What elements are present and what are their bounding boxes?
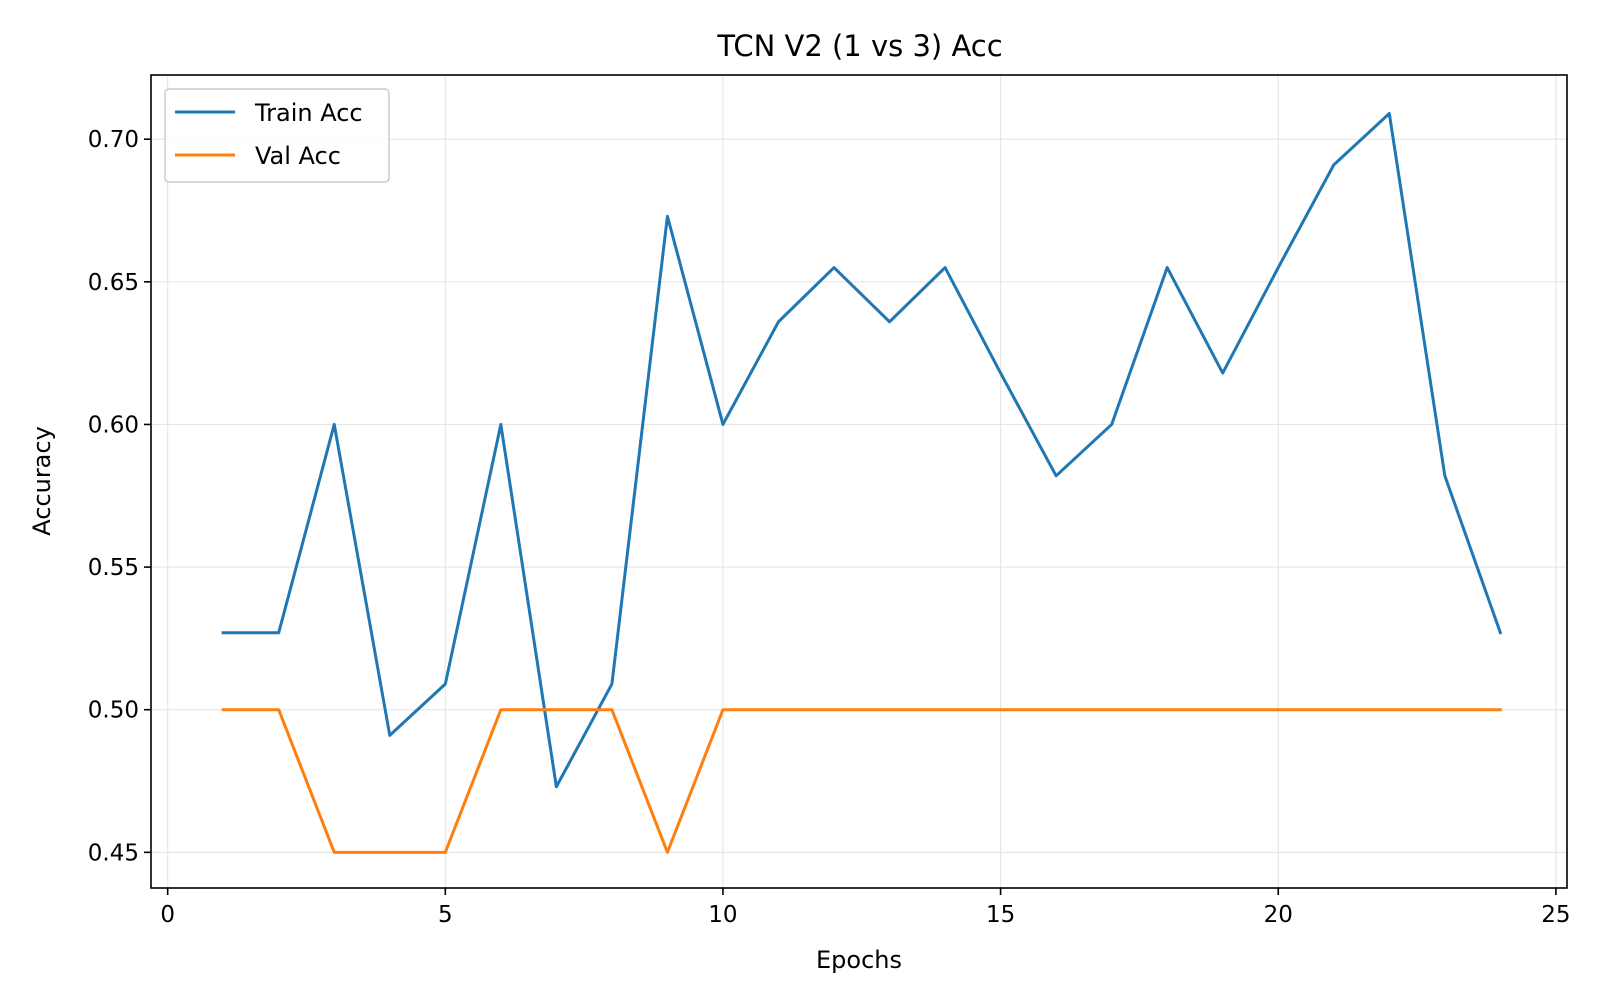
y-tick-label: 0.70 [88,127,139,153]
x-axis-label: Epochs [816,946,902,974]
y-tick-label: 0.60 [88,412,139,438]
x-tick-label: 15 [986,902,1015,928]
x-tick-label: 25 [1541,902,1570,928]
legend-label-val-acc: Val Acc [255,142,341,170]
y-tick-label: 0.45 [88,840,139,866]
y-tick-label: 0.65 [88,270,139,296]
legend-label-train-acc: Train Acc [254,99,363,127]
plot-frame [150,74,1568,889]
series-line-val-acc [221,708,1502,854]
x-tick-label: 0 [160,902,175,928]
y-tick-label: 0.50 [88,698,139,724]
series-lines [221,112,1503,854]
series-line-train-acc [221,112,1503,789]
axis-ticks: 0 5 10 15 20 25 0.45 0.50 0.55 0.60 0.65 0.70 [88,127,1571,928]
x-tick-label: 20 [1264,902,1293,928]
y-tick-label: 0.55 [88,555,139,581]
y-axis-label: Accuracy [28,426,56,536]
x-tick-label: 5 [438,902,453,928]
x-tick-label: 10 [708,902,737,928]
legend: Train Acc Val Acc [164,88,390,183]
grid-lines [151,75,1567,888]
chart-title: TCN V2 (1 vs 3) Acc [716,29,1002,63]
